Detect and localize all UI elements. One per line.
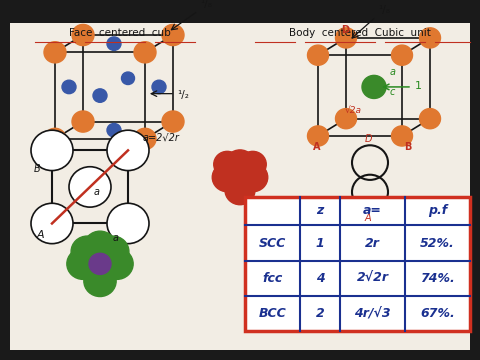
Circle shape bbox=[72, 111, 94, 132]
Text: A: A bbox=[37, 230, 45, 240]
Circle shape bbox=[96, 236, 129, 267]
Circle shape bbox=[212, 163, 242, 192]
Circle shape bbox=[121, 72, 134, 85]
Text: √2a: √2a bbox=[345, 106, 362, 115]
Text: a: a bbox=[94, 186, 100, 197]
Circle shape bbox=[308, 126, 328, 146]
Circle shape bbox=[44, 42, 66, 63]
Text: Face  centered  cub: Face centered cub bbox=[69, 28, 171, 38]
Text: p.f: p.f bbox=[428, 204, 447, 217]
Text: 2r: 2r bbox=[365, 237, 380, 249]
Text: a: a bbox=[390, 67, 396, 77]
Circle shape bbox=[107, 37, 121, 50]
Circle shape bbox=[420, 28, 441, 48]
Bar bbox=[52, 150, 128, 224]
Text: 4r/√3: 4r/√3 bbox=[354, 307, 391, 320]
Circle shape bbox=[162, 111, 184, 132]
Text: A: A bbox=[313, 143, 321, 152]
Circle shape bbox=[67, 248, 99, 279]
Circle shape bbox=[107, 123, 121, 137]
Text: 2: 2 bbox=[316, 307, 324, 320]
Text: B: B bbox=[404, 143, 411, 152]
Text: 1: 1 bbox=[316, 237, 324, 249]
Text: Body  centered  Cubic  unit: Body centered Cubic unit bbox=[289, 28, 431, 38]
Circle shape bbox=[44, 128, 66, 149]
Circle shape bbox=[420, 109, 441, 129]
Circle shape bbox=[392, 126, 412, 146]
Circle shape bbox=[101, 248, 133, 279]
Circle shape bbox=[107, 130, 149, 171]
Circle shape bbox=[72, 24, 94, 46]
Text: a: a bbox=[113, 233, 119, 243]
Text: fcc: fcc bbox=[263, 272, 283, 285]
Circle shape bbox=[84, 231, 116, 262]
Circle shape bbox=[93, 89, 107, 102]
Text: D: D bbox=[365, 134, 372, 144]
Text: ¹/₈: ¹/₈ bbox=[200, 0, 212, 9]
Circle shape bbox=[214, 151, 241, 177]
Circle shape bbox=[225, 176, 255, 205]
Text: B: B bbox=[34, 164, 41, 174]
Text: a=2√2r: a=2√2r bbox=[143, 133, 180, 143]
Circle shape bbox=[84, 265, 116, 297]
Circle shape bbox=[152, 80, 166, 94]
Text: c: c bbox=[390, 87, 395, 96]
Circle shape bbox=[134, 42, 156, 63]
Text: SCC: SCC bbox=[259, 237, 286, 249]
Circle shape bbox=[225, 150, 255, 179]
Text: 2√2r: 2√2r bbox=[357, 272, 388, 285]
Circle shape bbox=[362, 75, 386, 99]
Text: z: z bbox=[316, 204, 324, 217]
Circle shape bbox=[336, 28, 357, 48]
Text: ¹/₈: ¹/₈ bbox=[378, 5, 390, 15]
Circle shape bbox=[308, 45, 328, 65]
Circle shape bbox=[31, 203, 73, 244]
Circle shape bbox=[134, 128, 156, 149]
Circle shape bbox=[392, 45, 412, 65]
Text: 1: 1 bbox=[415, 81, 422, 91]
Text: 4: 4 bbox=[316, 272, 324, 285]
Circle shape bbox=[62, 80, 76, 94]
Circle shape bbox=[238, 163, 268, 192]
Circle shape bbox=[336, 109, 357, 129]
Text: 74%.: 74%. bbox=[420, 272, 455, 285]
Circle shape bbox=[239, 151, 266, 177]
Circle shape bbox=[69, 167, 111, 207]
Text: A: A bbox=[365, 213, 372, 223]
Text: a=: a= bbox=[363, 204, 382, 217]
Circle shape bbox=[107, 203, 149, 244]
Text: 67%.: 67%. bbox=[420, 307, 455, 320]
Text: BCC: BCC bbox=[259, 307, 287, 320]
Circle shape bbox=[89, 253, 111, 274]
Bar bbox=[245, 197, 470, 331]
Circle shape bbox=[162, 24, 184, 46]
Text: 52%.: 52%. bbox=[420, 237, 455, 249]
Circle shape bbox=[31, 130, 73, 171]
Text: ¹/₂: ¹/₂ bbox=[177, 90, 189, 100]
Circle shape bbox=[71, 236, 103, 267]
Text: D: D bbox=[341, 25, 349, 35]
